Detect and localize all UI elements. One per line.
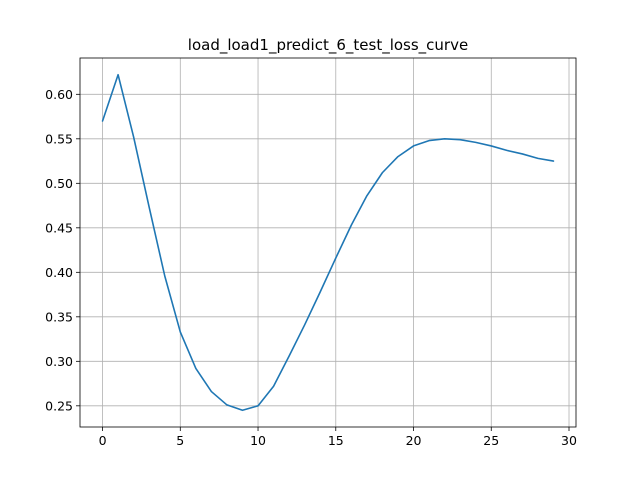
y-tick-label: 0.35 [45, 309, 73, 324]
chart-title: load_load1_predict_6_test_loss_curve [188, 36, 468, 55]
y-tick-label: 0.55 [45, 131, 73, 146]
y-tick-label: 0.60 [45, 87, 73, 102]
y-tick-label: 0.45 [45, 220, 73, 235]
x-tick-label: 30 [561, 433, 577, 448]
y-tick-label: 0.30 [45, 354, 73, 369]
y-tick-label: 0.25 [45, 398, 73, 413]
x-tick-label: 10 [250, 433, 266, 448]
x-tick-label: 25 [483, 433, 499, 448]
x-tick-label: 20 [406, 433, 422, 448]
y-tick-label: 0.50 [45, 176, 73, 191]
grid-layer [80, 58, 576, 427]
loss-series-line [101, 73, 555, 412]
x-tick-label: 0 [99, 433, 107, 448]
x-tick-label: 5 [176, 433, 184, 448]
ticks-layer: 0 5 10 15 20 25 30 0.25 0.30 0.35 0.40 0.45 0.50 0.55… [45, 87, 577, 448]
x-tick-label: 15 [328, 433, 344, 448]
y-tick-label: 0.40 [45, 265, 73, 280]
axes-frame [79, 57, 577, 428]
series-layer [101, 73, 555, 412]
